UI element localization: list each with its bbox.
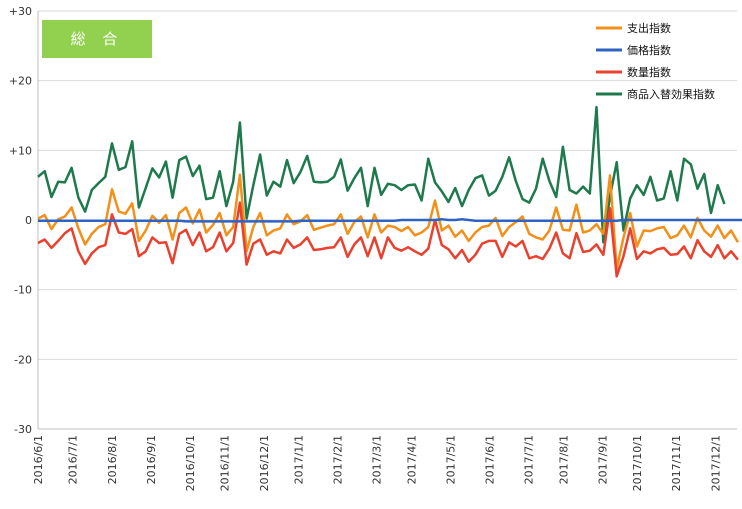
y-tick-label: -30 bbox=[14, 423, 32, 436]
x-tick-label: 2016/12/1 bbox=[258, 435, 271, 491]
x-tick-label: 2016/6/1 bbox=[32, 435, 45, 484]
x-tick-label: 2017/11/1 bbox=[670, 435, 683, 491]
series-line-1 bbox=[38, 218, 742, 223]
x-tick-label: 2017/1/1 bbox=[292, 435, 305, 484]
y-tick-label: +30 bbox=[9, 5, 32, 18]
legend-label: 価格指数 bbox=[627, 43, 671, 57]
x-tick-label: 2016/11/1 bbox=[219, 435, 232, 491]
title-badge: 総 合 bbox=[42, 20, 152, 58]
y-tick-label: -20 bbox=[14, 353, 32, 366]
legend-label: 数量指数 bbox=[627, 65, 671, 79]
y-tick-label: +20 bbox=[9, 75, 32, 88]
chart-title: 総 合 bbox=[71, 30, 124, 48]
x-tick-label: 2017/8/1 bbox=[557, 435, 570, 484]
y-tick-labels: +30 +20 +10 0 -10 -20 -30 bbox=[9, 5, 32, 436]
x-tick-label: 2017/6/1 bbox=[484, 435, 497, 484]
y-tick-label: -10 bbox=[14, 284, 32, 297]
legend-label: 商品入替効果指数 bbox=[627, 87, 715, 101]
y-tick-label: 0 bbox=[25, 214, 32, 227]
x-tick-label: 2017/2/1 bbox=[332, 435, 345, 484]
x-tick-label: 2017/4/1 bbox=[405, 435, 418, 484]
y-tick-label: +10 bbox=[9, 144, 32, 157]
series-lines bbox=[37, 105, 742, 278]
x-tick-label: 2017/10/1 bbox=[631, 435, 644, 491]
legend-label: 支出指数 bbox=[627, 21, 671, 35]
x-tick-label: 2016/8/1 bbox=[106, 435, 119, 484]
x-tick-label: 2017/5/1 bbox=[444, 435, 457, 484]
x-tick-label: 2017/3/1 bbox=[371, 435, 384, 484]
series-line-3 bbox=[37, 105, 726, 244]
x-tick-label: 2017/7/1 bbox=[523, 435, 536, 484]
x-tick-label: 2016/10/1 bbox=[184, 435, 197, 491]
x-tick-label: 2016/9/1 bbox=[145, 435, 158, 484]
title-badge-background bbox=[42, 20, 152, 58]
x-tick-label: 2016/7/1 bbox=[67, 435, 80, 484]
series-line-0 bbox=[37, 173, 739, 271]
x-tick-label: 2017/9/1 bbox=[596, 435, 609, 484]
x-tick-labels: 2016/6/1 2016/7/1 2016/8/1 2016/9/1 2016/10/… bbox=[32, 435, 722, 491]
series-line-2 bbox=[37, 201, 739, 278]
x-tick-label: 2017/12/1 bbox=[709, 435, 722, 491]
